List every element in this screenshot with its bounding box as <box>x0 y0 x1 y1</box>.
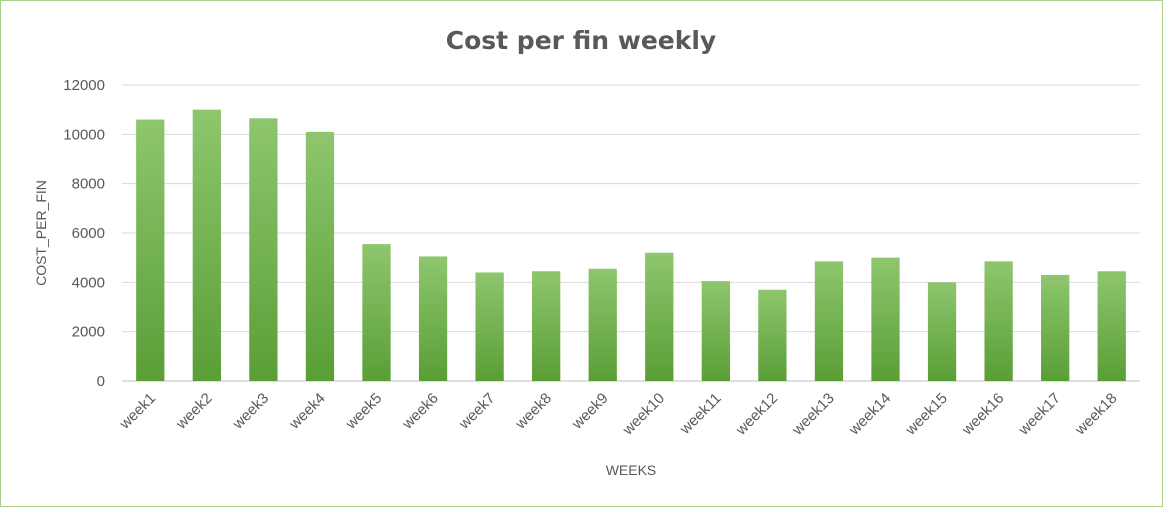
y-tick-label: 4000 <box>72 274 105 291</box>
x-axis-ticks: week1 week2 week3 week4 week5 week6 week7 week8… <box>116 390 1121 439</box>
bar-week17 <box>1041 274 1070 381</box>
bar-week3 <box>249 118 278 382</box>
bar-week1 <box>136 119 165 382</box>
bar-week13 <box>814 261 844 381</box>
x-tick-label: week15 <box>902 390 951 439</box>
x-tick-label: week11 <box>676 390 725 439</box>
x-tick-label: week4 <box>285 390 328 433</box>
x-tick-label: week7 <box>455 390 498 433</box>
x-tick-label: week16 <box>958 390 1007 439</box>
bar-week18 <box>1097 271 1126 381</box>
bar-week2 <box>192 109 221 382</box>
bar-week8 <box>532 271 561 381</box>
gridlines <box>122 84 1140 382</box>
x-tick-label: week1 <box>116 390 159 433</box>
x-tick-label: week13 <box>788 390 837 439</box>
chart-title: Cost per fin weekly <box>446 26 716 55</box>
bar-week10 <box>645 252 674 381</box>
y-tick-label: 6000 <box>72 225 105 242</box>
bar-week14 <box>871 257 900 381</box>
bar-week4 <box>305 131 335 381</box>
x-tick-label: week5 <box>342 390 385 433</box>
x-tick-label: week3 <box>229 390 272 433</box>
x-tick-label: week17 <box>1015 390 1064 439</box>
y-tick-label: 2000 <box>72 324 105 341</box>
x-tick-label: week9 <box>568 390 611 433</box>
bar-week16 <box>984 261 1013 381</box>
x-tick-label: week12 <box>732 390 781 439</box>
x-tick-label: week6 <box>398 390 441 433</box>
x-tick-label: week8 <box>512 390 555 433</box>
y-tick-label: 8000 <box>72 176 105 193</box>
y-tick-label: 12000 <box>63 77 105 94</box>
y-tick-label: 0 <box>97 373 105 390</box>
bar-week9 <box>588 268 617 381</box>
bar-week11 <box>701 281 730 381</box>
x-tick-label: week2 <box>172 390 215 433</box>
bars <box>136 109 1126 382</box>
x-axis-title: WEEKS <box>606 462 657 478</box>
bar-week5 <box>362 244 391 381</box>
y-axis-title: COST_PER_FIN <box>33 180 49 286</box>
x-tick-label: week10 <box>619 390 668 439</box>
y-axis-ticks: 0 2000 4000 6000 8000 10000 12000 <box>63 77 105 390</box>
x-tick-label: week14 <box>845 390 894 439</box>
bar-week6 <box>418 256 448 381</box>
x-tick-label: week18 <box>1071 390 1120 439</box>
y-tick-label: 10000 <box>63 126 105 143</box>
bar-week7 <box>475 272 504 381</box>
bar-week15 <box>927 282 957 381</box>
bar-week12 <box>758 289 787 381</box>
